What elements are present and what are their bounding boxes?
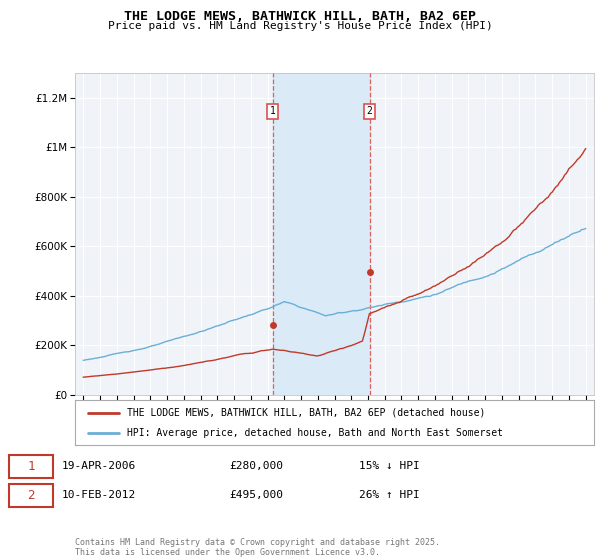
FancyBboxPatch shape bbox=[9, 455, 53, 478]
Text: 2: 2 bbox=[367, 106, 373, 116]
Text: 19-APR-2006: 19-APR-2006 bbox=[62, 461, 136, 471]
Text: £280,000: £280,000 bbox=[229, 461, 283, 471]
Text: THE LODGE MEWS, BATHWICK HILL, BATH, BA2 6EP: THE LODGE MEWS, BATHWICK HILL, BATH, BA2… bbox=[124, 10, 476, 23]
Text: HPI: Average price, detached house, Bath and North East Somerset: HPI: Average price, detached house, Bath… bbox=[127, 428, 503, 438]
Text: 1: 1 bbox=[269, 106, 275, 116]
Text: Contains HM Land Registry data © Crown copyright and database right 2025.
This d: Contains HM Land Registry data © Crown c… bbox=[75, 538, 440, 557]
Bar bbox=[272, 73, 370, 395]
Text: 10-FEB-2012: 10-FEB-2012 bbox=[62, 490, 136, 500]
Text: 15% ↓ HPI: 15% ↓ HPI bbox=[359, 461, 419, 471]
FancyBboxPatch shape bbox=[9, 484, 53, 507]
Text: £495,000: £495,000 bbox=[229, 490, 283, 500]
Text: 26% ↑ HPI: 26% ↑ HPI bbox=[359, 490, 419, 500]
Text: THE LODGE MEWS, BATHWICK HILL, BATH, BA2 6EP (detached house): THE LODGE MEWS, BATHWICK HILL, BATH, BA2… bbox=[127, 408, 485, 418]
Text: Price paid vs. HM Land Registry's House Price Index (HPI): Price paid vs. HM Land Registry's House … bbox=[107, 21, 493, 31]
Text: 1: 1 bbox=[27, 460, 35, 473]
Text: 2: 2 bbox=[27, 489, 35, 502]
